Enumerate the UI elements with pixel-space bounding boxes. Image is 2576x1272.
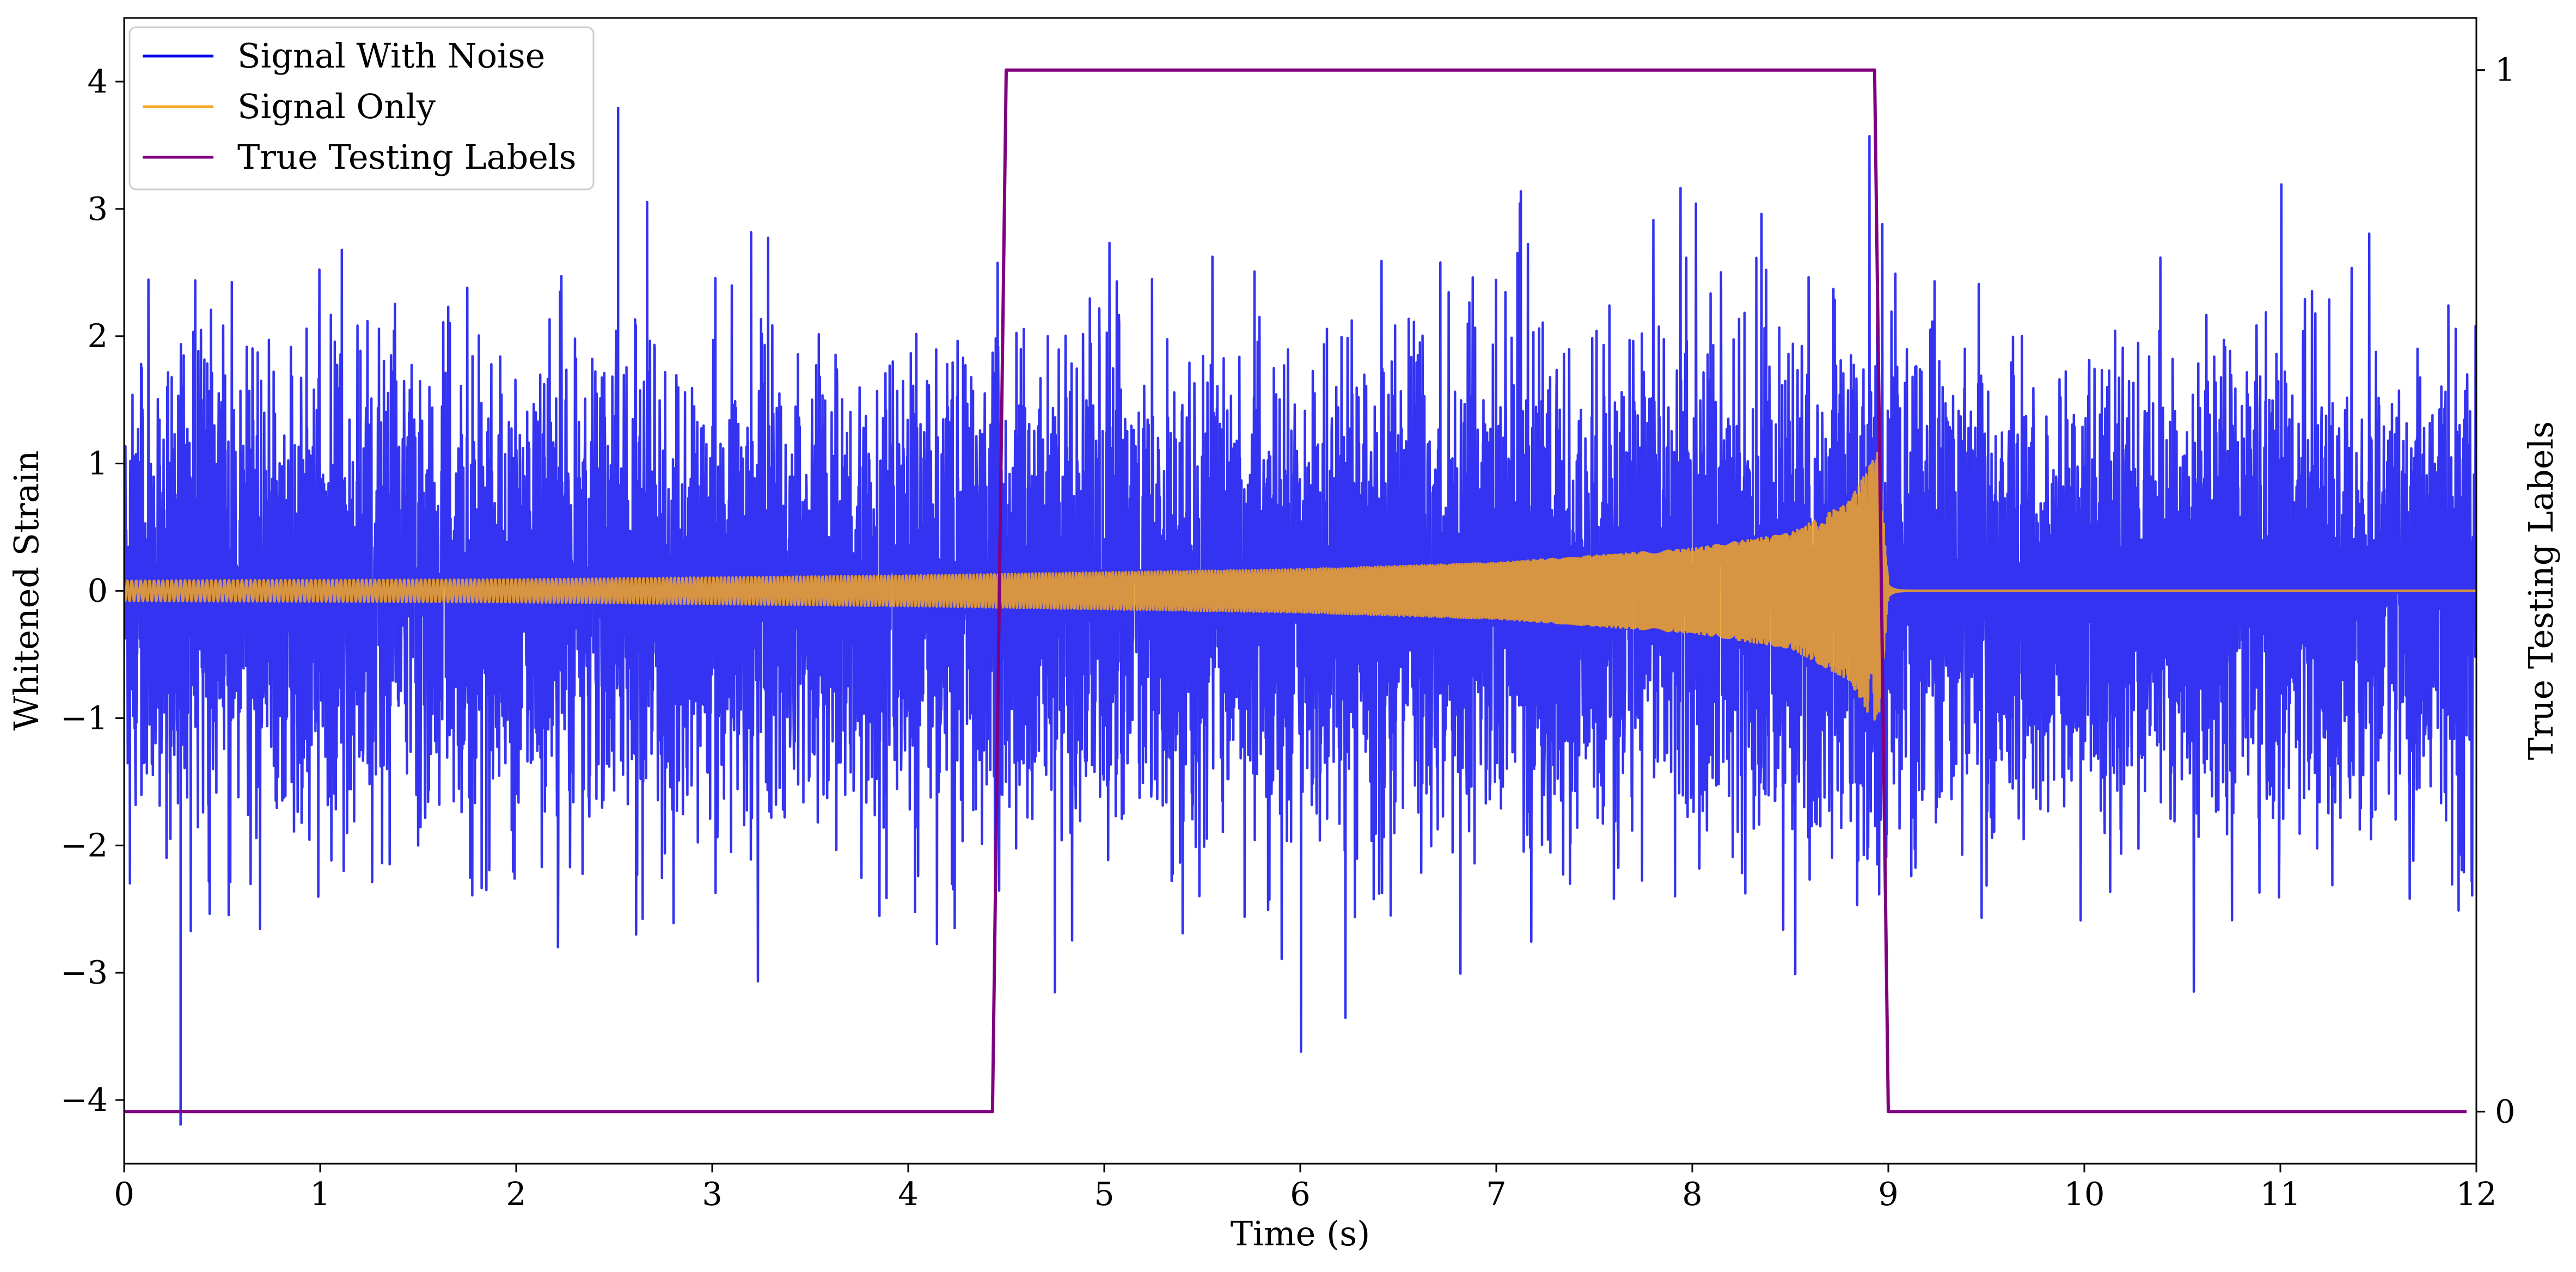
x-tick-label: 1	[310, 1175, 331, 1213]
x-tick-label: 12	[2456, 1175, 2497, 1213]
y-tick-label: 3	[87, 190, 108, 228]
y-tick-label: 2	[87, 317, 108, 355]
y2-axis-label: True Testing Labels	[2521, 421, 2561, 760]
legend: Signal With Noise Signal Only True Testi…	[129, 26, 595, 191]
y2-tick-label: 1	[2495, 51, 2516, 89]
series-line-true-testing-labels	[124, 68, 2467, 1114]
series-line-signal-only	[124, 451, 2476, 721]
y2-tick-label: 0	[2495, 1092, 2516, 1130]
x-tick-label: 10	[2064, 1175, 2104, 1213]
x-tick-label: 9	[1878, 1175, 1899, 1213]
x-axis-label: Time (s)	[1231, 1214, 1370, 1253]
y-tick-label: 1	[87, 445, 108, 482]
y-tick-label: 0	[87, 572, 108, 610]
legend-box	[129, 26, 595, 191]
y-tick-label: −2	[60, 826, 108, 864]
y-tick-label: −1	[60, 699, 108, 736]
x-tick-label: 8	[1682, 1175, 1703, 1213]
y-axis-ticks: 4 3 2 1 0 −1 −2 −3 −4	[60, 63, 124, 1119]
y-tick-label: −3	[60, 954, 108, 991]
x-tick-label: 11	[2260, 1175, 2300, 1213]
legend-label-true-testing-labels: True Testing Labels	[237, 137, 577, 177]
x-tick-label: 7	[1486, 1175, 1507, 1213]
y2-axis-ticks: 10	[2476, 51, 2516, 1130]
y-tick-label: 4	[87, 63, 108, 100]
y-tick-label: −4	[60, 1081, 108, 1119]
x-tick-label: 3	[702, 1175, 723, 1213]
x-tick-label: 6	[1290, 1175, 1311, 1213]
x-axis-ticks: 0 1 2 3 4 5 6 7 8 9 10 11 12	[114, 1164, 2497, 1213]
x-tick-label: 4	[898, 1175, 919, 1213]
legend-label-signal-only: Signal Only	[237, 87, 436, 126]
x-tick-label: 2	[506, 1175, 527, 1213]
x-tick-label: 0	[114, 1175, 134, 1213]
x-tick-label: 5	[1094, 1175, 1115, 1213]
legend-label-signal-with-noise: Signal With Noise	[237, 36, 545, 76]
plot-content	[124, 68, 2476, 1126]
y-axis-label: Whitened Strain	[7, 451, 46, 731]
